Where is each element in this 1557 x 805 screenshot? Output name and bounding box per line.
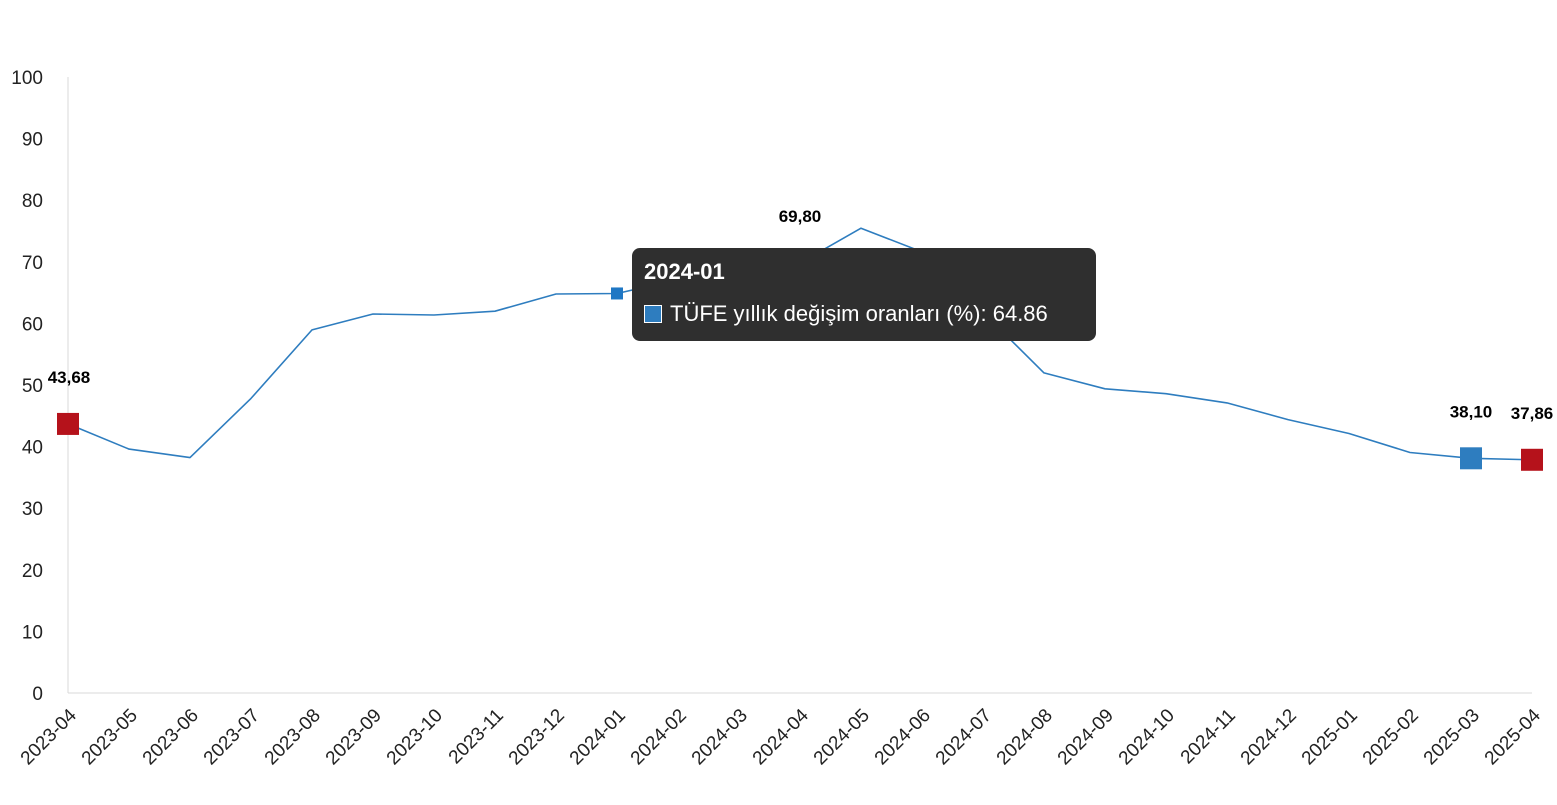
- y-tick-label: 30: [22, 499, 43, 520]
- tooltip-row: TÜFE yıllık değişim oranları (%): 64.86: [644, 300, 1084, 328]
- tooltip-text: TÜFE yıllık değişim oranları (%): 64.86: [670, 301, 1048, 326]
- x-tick-label: 2024-07: [932, 705, 996, 769]
- x-tick-label: 2024-05: [810, 705, 874, 769]
- x-tick-label: 2023-05: [78, 705, 142, 769]
- x-tick-label: 2024-04: [749, 705, 813, 769]
- y-tick-label: 100: [11, 68, 43, 89]
- x-tick-labels: 2023-042023-052023-062023-072023-082023-…: [17, 705, 1545, 769]
- data-label: 69,80: [779, 207, 822, 226]
- data-label-layer: 43,68 69,80 38,10 37,86: [48, 207, 1554, 423]
- tooltip-title: 2024-01: [644, 259, 725, 284]
- y-tick-label: 40: [22, 438, 43, 459]
- y-tick-labels: 0 10 20 30 40 50 60 70 80 90 100: [11, 68, 43, 705]
- x-tick-label: 2023-06: [139, 705, 203, 769]
- x-tick-label: 2025-04: [1481, 705, 1545, 769]
- y-tick-label: 90: [22, 130, 43, 151]
- x-tick-label: 2023-09: [322, 705, 386, 769]
- data-label: 43,68: [48, 368, 91, 387]
- y-tick-label: 0: [32, 684, 43, 705]
- data-label: 37,86: [1511, 404, 1554, 423]
- x-tick-label: 2023-12: [505, 705, 569, 769]
- highlight-marker[interactable]: [57, 412, 79, 435]
- axes: [67, 77, 1532, 694]
- x-tick-label: 2024-02: [627, 705, 691, 769]
- x-tick-label: 2024-09: [1054, 705, 1118, 769]
- x-tick-label: 2024-08: [993, 705, 1057, 769]
- y-tick-label: 50: [22, 376, 43, 397]
- x-tick-label: 2025-03: [1420, 705, 1484, 769]
- x-tick-label: 2023-10: [383, 705, 447, 769]
- active-point-marker[interactable]: [611, 287, 623, 300]
- x-tick-label: 2024-11: [1177, 705, 1240, 768]
- x-tick-label: 2023-11: [445, 705, 508, 768]
- x-tick-label: 2025-02: [1359, 705, 1423, 769]
- x-tick-label: 2023-07: [200, 705, 264, 769]
- y-tick-label: 70: [22, 253, 43, 274]
- x-tick-label: 2023-08: [261, 705, 325, 769]
- chart-tooltip: 2024-01 TÜFE yıllık değişim oranları (%)…: [632, 248, 1096, 341]
- x-tick-label: 2025-01: [1298, 705, 1362, 769]
- y-tick-label: 10: [22, 622, 43, 643]
- tooltip-series-swatch: [644, 305, 662, 323]
- x-tick-label: 2024-06: [871, 705, 935, 769]
- x-tick-label: 2024-03: [688, 705, 752, 769]
- x-tick-label: 2023-04: [17, 705, 81, 769]
- y-tick-label: 80: [22, 191, 43, 212]
- y-tick-label: 20: [22, 561, 43, 582]
- y-tick-label: 60: [22, 314, 43, 335]
- x-tick-label: 2024-12: [1237, 705, 1301, 769]
- data-label: 38,10: [1450, 402, 1493, 421]
- x-tick-label: 2024-01: [566, 705, 630, 769]
- highlight-marker[interactable]: [1521, 448, 1543, 471]
- highlight-marker[interactable]: [1460, 447, 1482, 470]
- x-tick-label: 2024-10: [1115, 705, 1179, 769]
